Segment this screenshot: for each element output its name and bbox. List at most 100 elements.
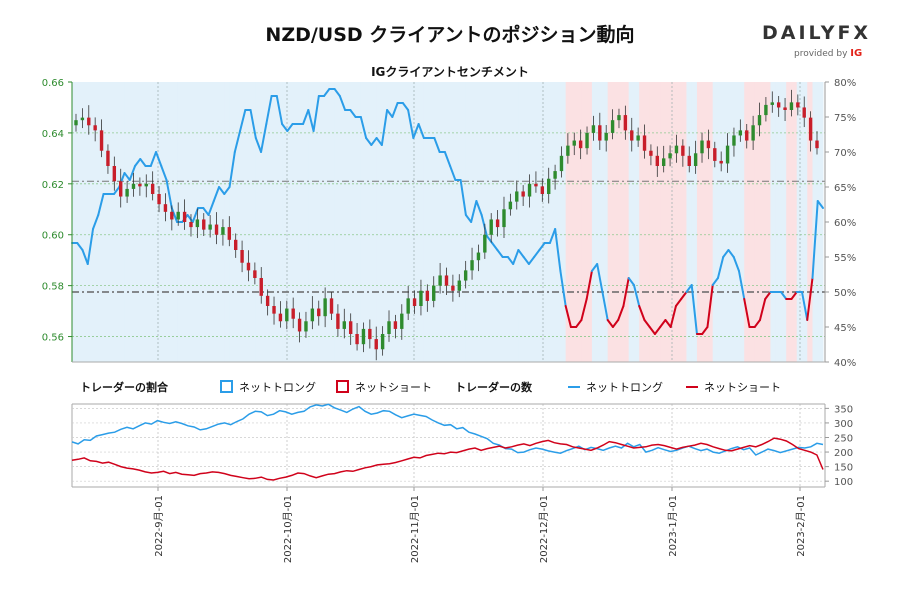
sentiment-bg-segment [297,82,304,362]
candle-body [719,160,723,164]
candle-body [655,155,660,166]
candle-body [157,194,161,205]
sentiment-bg-segment [801,82,808,362]
sentiment-bg-segment [775,82,782,362]
sentiment-line-segment [643,319,651,328]
sentiment-line-segment [149,151,158,167]
sentiment-line-segment [622,277,630,307]
sentiment-line-segment [580,298,588,321]
sentiment-bg-segment [576,82,582,362]
sentiment-bg-segment [591,82,598,362]
sentiment-bg-segment [376,82,383,362]
sentiment-line-segment [286,123,294,132]
sentiment-bg-segment [303,82,309,362]
sentiment-bg-segment [219,82,225,362]
candle-body [208,224,212,230]
sentiment-bg-segment [324,82,330,362]
candle-body [451,285,455,291]
sentiment-line-segment [716,256,725,279]
candle-body [400,313,404,329]
candle-body [246,262,251,271]
candle-body [387,321,391,334]
legend-count-long-swatch [568,386,580,388]
sentiment-line-segment [517,249,525,258]
date-tick-label: 2023-1月-01 [667,495,679,557]
candle-body [272,306,276,314]
legend-net-short: ネットショート [336,379,432,395]
candle-body [566,145,570,156]
candle-body [329,298,334,314]
sentiment-line-segment [186,214,194,223]
candle-body [361,328,366,345]
candle-body [233,239,238,250]
sentiment-bg-segment [602,82,609,362]
sentiment-line-segment [711,277,719,286]
sentiment-bg-segment [240,82,246,362]
sentiment-bg-segment [465,82,472,362]
sentiment-line-segment [113,186,121,195]
candle-body [240,250,244,263]
candle-body [713,148,717,161]
candle-body [125,188,129,197]
count-tick-label: 100 [834,477,853,488]
candle-body [687,155,691,166]
sentiment-bg-segment [371,82,378,362]
candle-body [751,125,755,141]
sentiment-line-segment [212,186,221,202]
candle-body [297,318,302,332]
sentiment-line-segment [522,256,530,265]
sentiment-bg-segment [156,82,162,362]
sentiment-bg-segment [513,82,519,362]
candle-body [757,115,762,126]
sentiment-line-segment [260,123,268,153]
sentiment-line-segment [659,319,667,328]
sentiment-line-segment [128,165,137,181]
pct-tick-label: 80% [834,78,856,89]
sentiment-bg-segment [250,82,257,362]
sentiment-bg-segment [329,82,336,362]
sentiment-line-segment [506,256,515,265]
sentiment-bg-segment [192,82,199,362]
candle-body [131,183,136,189]
trader-count-panel [71,403,829,488]
candle-body [630,130,634,141]
sentiment-bg-segment [681,82,687,362]
candle-body [202,219,206,230]
candle-body [348,321,353,334]
sentiment-line-segment [86,228,95,265]
sentiment-line-segment [533,249,541,258]
legend-count-short-swatch [686,386,698,388]
sentiment-bg-segment [198,82,204,362]
sentiment-bg-segment [161,82,168,362]
candle-body [610,120,615,133]
sentiment-bg-segment [481,82,488,362]
candle-body [553,171,557,179]
candle-body [585,132,589,149]
sentiment-bg-segment [817,82,824,362]
pct-tick-label: 40% [834,358,856,369]
sentiment-bg-segment [114,82,120,362]
sentiment-line-segment [160,165,168,181]
candle-body [259,278,263,296]
sentiment-line-segment [669,305,677,328]
candle-body [406,298,410,314]
sentiment-bg-segment [786,82,792,362]
reference-lines [72,180,825,293]
candle-body [304,321,308,332]
sentiment-line-segment [590,263,599,272]
candle-body [291,308,295,319]
sentiment-line-segment [554,228,562,272]
candle-body [764,104,768,116]
candle-body [425,290,430,301]
candle-body [182,211,187,222]
sentiment-bg-segment [98,82,105,362]
sentiment-line-segment [265,95,273,125]
sentiment-line-segment [223,186,231,195]
sentiment-line-segment [496,249,504,258]
sentiment-bg-segment [287,82,294,362]
sentiment-bg-segment [565,82,572,362]
sentiment-bg-segment [402,82,409,362]
sentiment-bg-segment [649,82,656,362]
sentiment-line-segment [464,214,473,223]
candle-body [681,145,685,156]
